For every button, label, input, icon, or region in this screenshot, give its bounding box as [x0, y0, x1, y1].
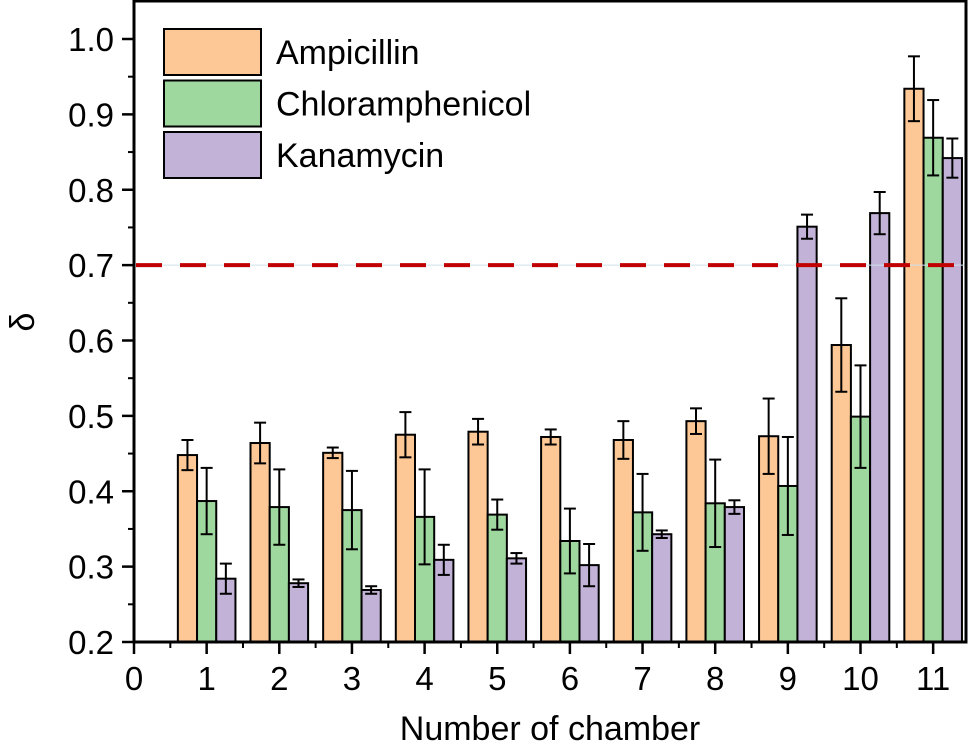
- y-tick-label: 0.9: [68, 96, 114, 133]
- bar-ampicillin-5: [467, 430, 489, 643]
- bar-kanamycin-7: [651, 533, 673, 643]
- x-tick-label: 11: [916, 660, 950, 697]
- bar-kanamycin-2: [287, 582, 310, 644]
- x-tick-label: 2: [270, 660, 288, 697]
- y-tick-label: 1.0: [68, 21, 114, 58]
- x-tick-label: 0: [125, 660, 143, 697]
- bar-ampicillin-2: [249, 442, 271, 644]
- error-bars-layer: [181, 55, 959, 595]
- bar-chloramphenicol-5: [486, 513, 508, 644]
- y-tick-label: 0.2: [68, 624, 114, 661]
- y-tick-label: 0.8: [68, 172, 114, 209]
- bar-kanamycin-11: [941, 157, 963, 643]
- legend-label-kanamycin: Kanamycin: [276, 137, 444, 175]
- y-tick-label: 0.3: [68, 549, 114, 586]
- y-tick-label: 0.7: [68, 247, 114, 284]
- x-tick-label: 10: [842, 660, 879, 697]
- x-axis-label: Number of chamber: [400, 710, 700, 748]
- x-tick-label: 3: [343, 660, 361, 697]
- axes-layer: 0.2 0.3 0.4 0.5 0.6 0.7 0.8 0.9 1.0 0 1 2 3 4 5 6 7 8 9 10 1…: [68, 0, 968, 697]
- x-tick-label: 6: [561, 660, 579, 697]
- legend-swatch-chloramphenicol: [163, 79, 262, 128]
- bar-kanamycin-9: [796, 225, 818, 643]
- legend-label-chloramphenicol: Chloramphenicol: [276, 86, 531, 124]
- legend-swatch-kanamycin: [163, 131, 262, 179]
- bar-ampicillin-11: [903, 87, 925, 643]
- y-axis-label: δ: [4, 313, 42, 332]
- bar-ampicillin-7: [612, 438, 634, 643]
- bar-ampicillin-3: [322, 451, 344, 643]
- bar-ampicillin-6: [540, 435, 562, 644]
- legend-label-ampicillin: Ampicillin: [276, 34, 420, 72]
- legend: Ampicillin Chloramphenicol Kanamycin: [163, 28, 531, 179]
- y-tick-label: 0.4: [68, 473, 114, 510]
- bar-kanamycin-8: [723, 506, 745, 643]
- legend-swatch-ampicillin: [163, 28, 262, 76]
- bar-kanamycin-3: [360, 588, 382, 644]
- x-tick-label: 1: [197, 660, 215, 697]
- y-tick-label: 0.6: [68, 323, 114, 360]
- x-tick-label: 9: [779, 660, 797, 697]
- bar-kanamycin-10: [869, 212, 891, 644]
- bar-ampicillin-1: [176, 454, 199, 643]
- x-tick-label: 8: [706, 660, 724, 697]
- bar-chloramphenicol-11: [922, 136, 944, 644]
- bar-ampicillin-8: [685, 420, 707, 643]
- y-tick-label: 0.5: [68, 398, 114, 435]
- x-tick-label: 7: [633, 660, 651, 697]
- x-tick-label: 5: [488, 660, 506, 697]
- plot-frame: [132, 0, 968, 644]
- bar-ampicillin-4: [394, 433, 416, 643]
- x-tick-label: 4: [415, 660, 433, 697]
- bar-kanamycin-5: [505, 557, 528, 643]
